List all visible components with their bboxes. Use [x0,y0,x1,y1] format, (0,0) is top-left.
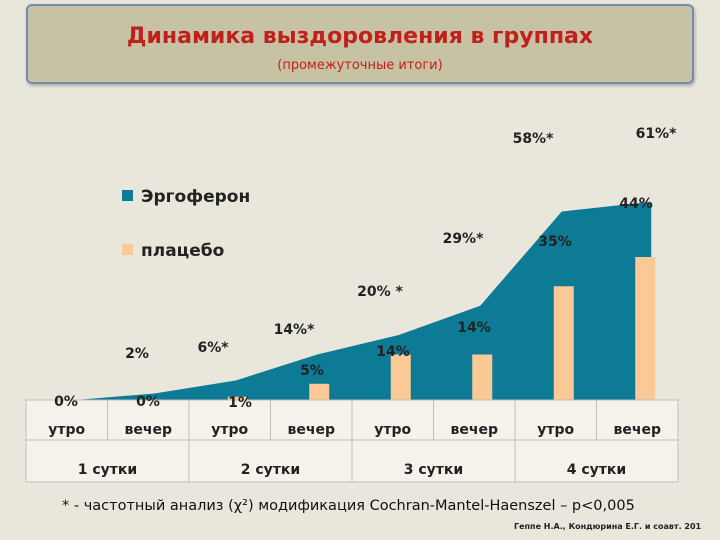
ergoferon-area [56,201,652,400]
group-tick-label: 2 сутки [241,462,300,478]
credit: Геппе Н.А., Кондюрина Е.Г. и соавт. 201 [514,522,702,531]
ergoferon-data-label: 2% [125,346,149,362]
legend-swatch-ergoferon [122,190,133,201]
ergoferon-data-label: 0% [54,394,78,410]
placebo-bar [390,354,411,400]
category-tick-label: утро [211,422,248,438]
ergoferon-data-label: 6%* [197,340,229,356]
group-tick-label: 4 сутки [567,462,626,478]
group-tick-label: 1 сутки [78,462,137,478]
ergoferon-data-label: 58%* [513,131,555,147]
placebo-data-label: 35% [538,234,572,250]
category-tick-label: вечер [451,422,498,438]
category-tick-label: утро [48,422,85,438]
page-title: Динамика выздоровления в группах [126,24,594,49]
ergoferon-data-label: 20% * [357,284,403,300]
legend-label-ergoferon: Эргоферон [141,187,250,207]
placebo-data-label: 14% [457,320,491,336]
page-subtitle: (промежуточные итоги) [277,58,443,73]
placebo-data-label: 5% [300,363,324,379]
category-tick-label: вечер [288,422,335,438]
placebo-bar [553,286,574,400]
category-tick-label: утро [537,422,574,438]
legend-swatch-placebo [122,244,133,255]
placebo-bar [472,354,493,400]
ergoferon-data-label: 14%* [274,322,316,338]
category-tick-label: вечер [125,422,172,438]
placebo-data-label: 0% [136,394,160,410]
footnote: * - частотный анализ (χ²) модификация Co… [62,498,635,514]
placebo-bar [309,383,330,400]
placebo-data-label: 1% [228,395,252,411]
category-tick-label: утро [374,422,411,438]
placebo-bar [227,396,248,400]
title-box: Динамика выздоровления в группах (промеж… [26,4,694,84]
category-tick-label: вечер [614,422,661,438]
ergoferon-data-label: 61%* [636,126,678,142]
legend-label-placebo: плацебо [141,241,224,261]
placebo-data-label: 44% [619,196,653,212]
group-tick-label: 3 сутки [404,462,463,478]
placebo-data-label: 14% [376,344,410,360]
ergoferon-data-label: 29%* [443,231,485,247]
placebo-bar [635,257,656,400]
